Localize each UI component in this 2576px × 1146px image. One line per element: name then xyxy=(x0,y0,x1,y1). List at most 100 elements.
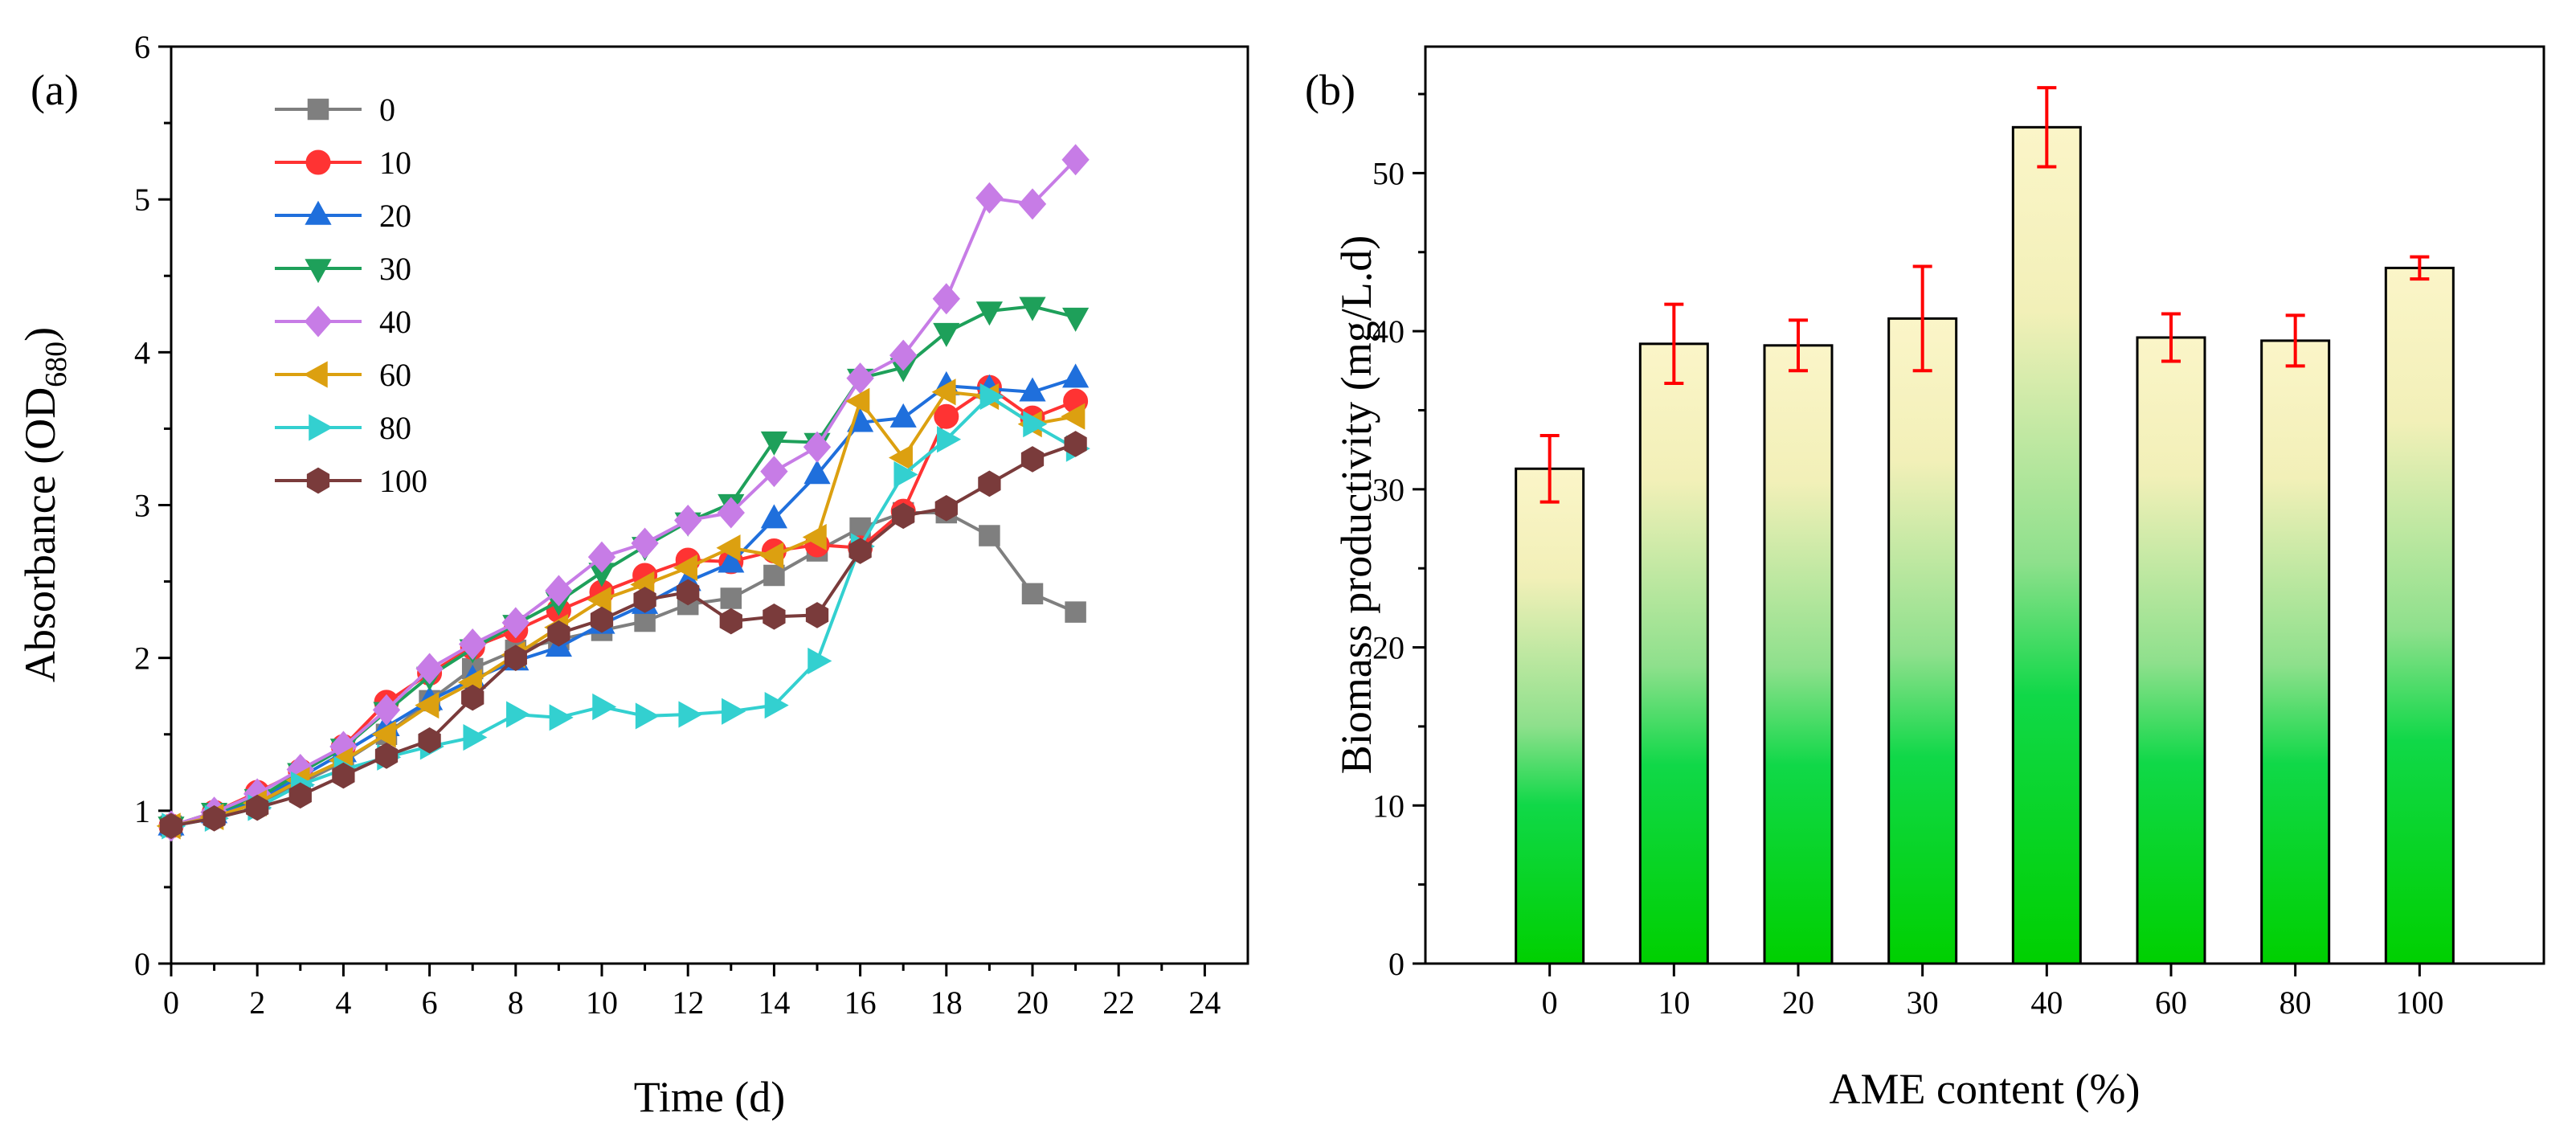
series-0-point xyxy=(720,587,742,609)
panel-a-legend: 0 10 20 30 40 60 80 100 xyxy=(275,92,427,499)
panel-a-y-axis-label: Absorbance (OD680) xyxy=(16,327,73,682)
legend-60-label: 60 xyxy=(379,357,411,393)
panel-a-x-tick-label: 14 xyxy=(758,984,790,1021)
series-100-point xyxy=(805,602,829,628)
series-60-point xyxy=(371,721,396,748)
panel-a-y-tick-label: 2 xyxy=(134,641,150,677)
series-40-point xyxy=(975,182,1004,214)
series-40-point xyxy=(545,575,573,607)
series-80-point xyxy=(1023,411,1048,438)
series-60-line xyxy=(170,390,1076,828)
series-40-point xyxy=(587,541,616,573)
legend-60-marker xyxy=(303,361,328,388)
series-100-point xyxy=(633,587,656,613)
series-60-point xyxy=(716,534,741,562)
series-100-line xyxy=(170,442,1077,828)
series-100-point xyxy=(246,794,269,821)
series-60-point xyxy=(673,554,697,582)
series-100 xyxy=(159,431,1087,840)
panel-b-x-tick-label: 20 xyxy=(1782,984,1814,1021)
series-60-point xyxy=(759,542,784,569)
panel-b-x-tick-label: 80 xyxy=(2280,984,2312,1021)
series-60-point xyxy=(587,586,611,614)
series-30-point xyxy=(760,431,787,456)
panel-a-x-tick-label: 10 xyxy=(586,984,618,1021)
panel-b-x-tick-label: 10 xyxy=(1658,984,1690,1021)
series-40-point xyxy=(1061,144,1090,176)
series-30-line xyxy=(170,305,1077,828)
series-100-point xyxy=(677,579,700,606)
legend-20-marker xyxy=(305,200,332,225)
series-0-point xyxy=(1065,601,1086,623)
series-30-point xyxy=(1019,297,1046,321)
panel-b-x-tick-label: 0 xyxy=(1542,984,1558,1021)
series-80-point xyxy=(635,702,660,730)
panel-a-y-tick-label: 4 xyxy=(134,334,150,370)
series-100-point xyxy=(461,684,485,711)
panel-a-label: (a) xyxy=(31,66,79,114)
bar-20 xyxy=(1763,344,1834,965)
series-100-point xyxy=(590,606,614,633)
series-10-point xyxy=(934,403,959,429)
bar-100 xyxy=(2384,266,2455,965)
legend-40-label: 40 xyxy=(379,304,411,340)
panel-a-x-tick-label: 4 xyxy=(335,984,351,1021)
series-80-point xyxy=(937,426,962,453)
legend-80-label: 80 xyxy=(379,410,411,446)
series-100-point xyxy=(1020,446,1045,473)
series-20-point xyxy=(760,504,787,529)
series-40-point xyxy=(674,505,702,537)
legend-0-label: 0 xyxy=(379,92,395,128)
series-80-point xyxy=(722,698,746,725)
series-80-point xyxy=(808,647,832,675)
series-40-point xyxy=(932,283,960,315)
panel-a-y-tick-label: 6 xyxy=(134,29,150,65)
panel-b-y-tick-label: 20 xyxy=(1372,630,1405,666)
panel-a-x-tick-label: 18 xyxy=(930,984,963,1021)
panel-a-y-tick-label: 1 xyxy=(134,793,150,829)
series-0-point xyxy=(763,564,785,587)
series-30-point xyxy=(933,322,960,347)
series-40-point xyxy=(415,653,444,685)
series-60-point xyxy=(845,387,870,415)
panel-b-y-tick-label: 40 xyxy=(1372,313,1405,350)
series-0-point xyxy=(1021,583,1044,605)
series-0-point xyxy=(634,610,656,632)
legend-10-marker xyxy=(305,149,331,175)
series-60-point xyxy=(888,444,913,472)
series-20-line xyxy=(170,376,1077,828)
bar-80 xyxy=(2260,339,2331,965)
series-100-point xyxy=(848,538,872,564)
series-80-point xyxy=(893,460,918,489)
series-40-point xyxy=(501,607,530,639)
legend-100-marker xyxy=(306,467,330,494)
series-100-point xyxy=(547,620,570,647)
series-40-point xyxy=(1018,188,1047,220)
series-100-point xyxy=(288,782,312,809)
panel-a-y-label-sub: 680 xyxy=(39,342,73,387)
panel-a-x-tick-label: 8 xyxy=(508,984,524,1021)
series-100-point xyxy=(892,502,915,530)
panel-b-x-tick-label: 60 xyxy=(2155,984,2187,1021)
series-100-point xyxy=(418,727,441,754)
bar-10 xyxy=(1638,342,1709,965)
series-20-point xyxy=(889,403,917,428)
series-40-point xyxy=(760,456,788,488)
panel-a-x-tick-label: 16 xyxy=(844,984,877,1021)
legend-0-marker xyxy=(307,98,329,121)
panel-a-x-tick-label: 0 xyxy=(163,984,179,1021)
panel-b-x-tick-label: 100 xyxy=(2395,984,2443,1021)
series-100-point xyxy=(374,743,399,769)
series-10-line xyxy=(170,385,1077,828)
series-40-point xyxy=(459,628,487,661)
series-60-point xyxy=(802,523,827,551)
series-100-point xyxy=(934,494,958,522)
series-40-point xyxy=(372,694,401,726)
series-80-point xyxy=(463,723,488,751)
bar-30 xyxy=(1887,317,1958,965)
legend-40-marker xyxy=(304,305,333,338)
series-80-line xyxy=(170,394,1077,828)
panel-b-label: (b) xyxy=(1305,66,1355,114)
panel-a-y-tick-label: 0 xyxy=(134,946,150,982)
